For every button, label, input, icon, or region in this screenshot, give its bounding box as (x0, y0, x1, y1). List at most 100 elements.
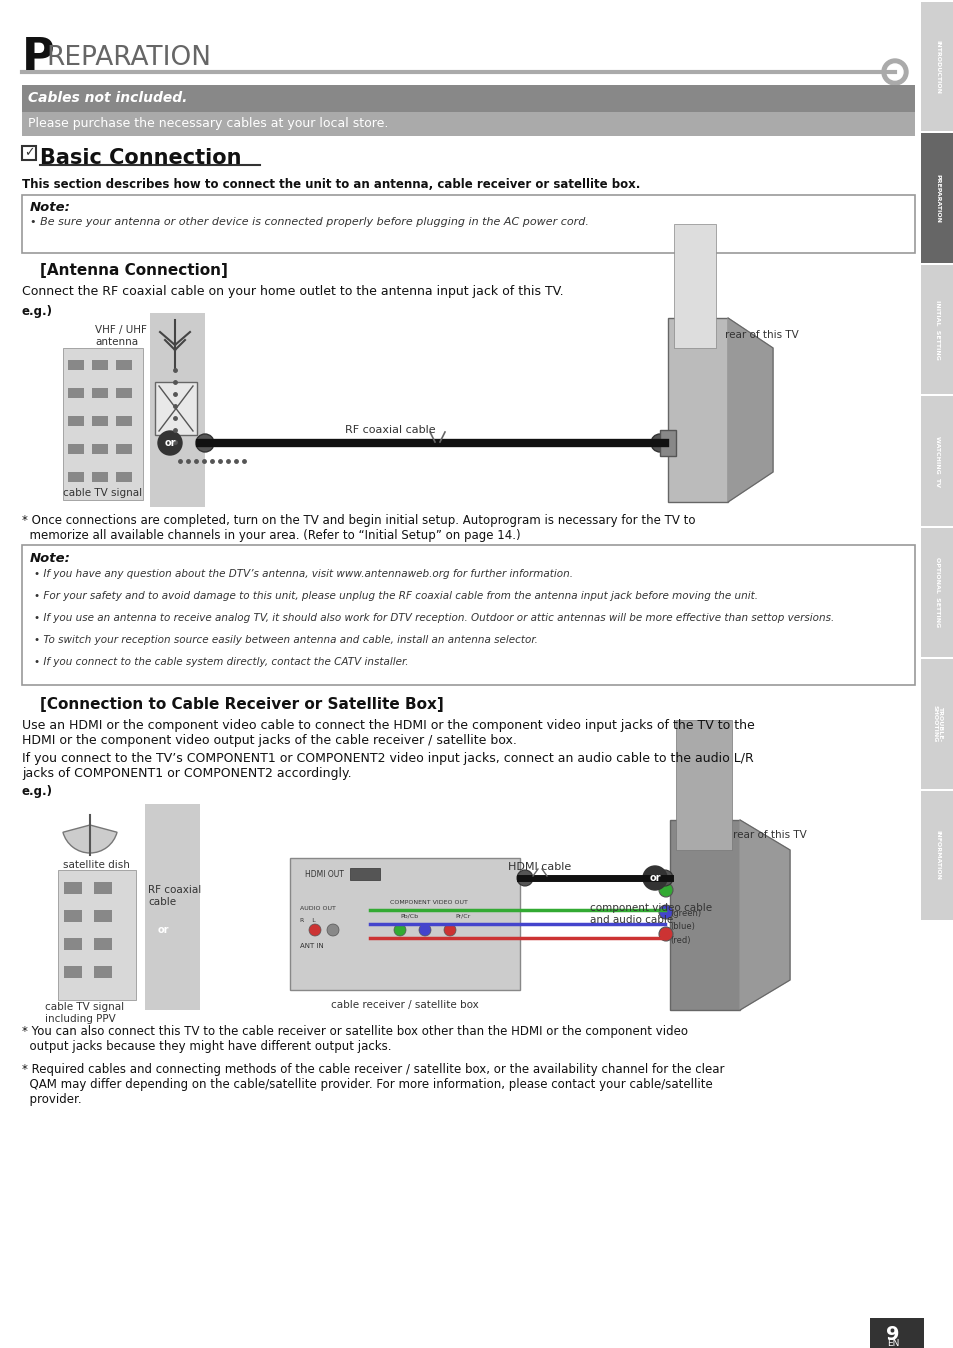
Circle shape (443, 923, 456, 936)
Text: RF coaxial cable: RF coaxial cable (344, 425, 435, 435)
Bar (91, 443, 108, 454)
Bar (669, 820, 740, 1010)
Text: Use an HDMI or the component video cable to connect the HDMI or the component vi: Use an HDMI or the component video cable… (22, 718, 754, 732)
Text: * Required cables and connecting methods of the cable receiver / satellite box, : * Required cables and connecting methods… (22, 1064, 723, 1076)
Text: EN: EN (886, 1339, 899, 1348)
Text: satellite dish: satellite dish (63, 860, 130, 869)
Bar (116, 443, 132, 454)
Bar (920, 790, 953, 919)
Text: • If you have any question about the DTV’s antenna, visit www.antennaweb.org for: • If you have any question about the DTV… (34, 569, 573, 580)
Text: R    L: R L (299, 918, 315, 923)
Bar (91, 360, 108, 369)
Bar (64, 910, 82, 922)
Bar (94, 938, 112, 950)
Text: cable receiver / satellite box: cable receiver / satellite box (331, 1000, 478, 1010)
Text: Cables not included.: Cables not included. (28, 92, 187, 105)
Text: Note:: Note: (30, 201, 71, 214)
Text: • Be sure your antenna or other device is connected properly before plugging in : • Be sure your antenna or other device i… (30, 217, 588, 226)
Text: AUDIO OUT: AUDIO OUT (299, 906, 335, 911)
Bar (64, 882, 82, 894)
Circle shape (418, 923, 431, 936)
Text: 9: 9 (885, 1325, 899, 1344)
Bar (22, 195, 914, 253)
Text: Connect the RF coaxial cable on your home outlet to the antenna input jack of th: Connect the RF coaxial cable on your hom… (22, 284, 563, 298)
Text: RF coaxial
cable: RF coaxial cable (148, 886, 201, 907)
Text: (green): (green) (669, 909, 700, 918)
Text: ANT IN: ANT IN (299, 944, 323, 949)
Bar (920, 396, 953, 526)
Text: [Connection to Cable Receiver or Satellite Box]: [Connection to Cable Receiver or Satelli… (40, 697, 443, 712)
Bar (22, 545, 914, 685)
Text: P: P (22, 36, 54, 80)
Text: output jacks because they might have different output jacks.: output jacks because they might have dif… (22, 1041, 391, 1053)
Bar (920, 526, 953, 527)
Bar (150, 313, 205, 507)
Circle shape (882, 59, 907, 85)
Bar (116, 360, 132, 369)
Bar (68, 388, 84, 398)
Text: or: or (157, 925, 169, 936)
Bar (676, 720, 731, 851)
Circle shape (151, 918, 174, 942)
Text: This section describes how to connect the unit to an antenna, cable receiver or : This section describes how to connect th… (22, 178, 639, 191)
Bar (920, 527, 953, 656)
Bar (116, 388, 132, 398)
Text: rear of this TV: rear of this TV (724, 330, 798, 340)
Bar (68, 360, 84, 369)
Bar (91, 472, 108, 483)
Text: HDMI or the component video output jacks of the cable receiver / satellite box.: HDMI or the component video output jacks… (22, 735, 517, 747)
Text: PREPARATION: PREPARATION (934, 174, 939, 222)
Circle shape (394, 923, 406, 936)
Text: Note:: Note: (30, 551, 71, 565)
Bar (68, 417, 84, 426)
Text: (blue): (blue) (669, 922, 694, 931)
Circle shape (659, 927, 672, 941)
Circle shape (657, 869, 672, 886)
Bar (290, 857, 519, 989)
Polygon shape (740, 820, 789, 1010)
Bar (94, 910, 112, 922)
Text: Please purchase the necessary cables at your local store.: Please purchase the necessary cables at … (28, 117, 388, 131)
Bar (673, 224, 716, 348)
Bar (91, 388, 108, 398)
Text: cable TV signal: cable TV signal (63, 488, 142, 497)
Bar (920, 1, 953, 131)
Bar (58, 869, 136, 1000)
Text: cable TV signal
including PPV: cable TV signal including PPV (45, 1002, 124, 1023)
Bar (350, 868, 379, 880)
Bar (22, 146, 36, 160)
Text: QAM may differ depending on the cable/satellite provider. For more information, : QAM may differ depending on the cable/sa… (22, 1078, 712, 1091)
Circle shape (886, 63, 902, 80)
Text: OPTIONAL  SETTING: OPTIONAL SETTING (934, 557, 939, 628)
Text: jacks of COMPONENT1 or COMPONENT2 accordingly.: jacks of COMPONENT1 or COMPONENT2 accord… (22, 767, 352, 780)
Text: Pb/Cb: Pb/Cb (399, 913, 417, 918)
Text: • If you use an antenna to receive analog TV, it should also work for DTV recept: • If you use an antenna to receive analo… (34, 613, 833, 623)
Bar (68, 472, 84, 483)
Text: or: or (164, 438, 175, 448)
Text: e.g.): e.g.) (22, 305, 53, 318)
Circle shape (195, 434, 213, 452)
Text: [Antenna Connection]: [Antenna Connection] (40, 263, 228, 278)
Circle shape (659, 905, 672, 919)
Bar (920, 133, 953, 263)
Bar (91, 417, 108, 426)
Text: memorize all available channels in your area. (Refer to “Initial Setup” on page : memorize all available channels in your … (22, 528, 520, 542)
Circle shape (158, 431, 182, 456)
Bar (667, 318, 727, 501)
Text: If you connect to the TV’s COMPONENT1 or COMPONENT2 video input jacks, connect a: If you connect to the TV’s COMPONENT1 or… (22, 752, 753, 766)
Text: WATCHING  TV: WATCHING TV (934, 435, 939, 487)
Bar (869, 1318, 923, 1348)
Bar (94, 967, 112, 979)
Circle shape (327, 923, 338, 936)
Circle shape (309, 923, 320, 936)
Bar (68, 443, 84, 454)
Bar (63, 348, 143, 500)
Text: (red): (red) (669, 937, 690, 945)
Bar (116, 417, 132, 426)
Bar (154, 381, 196, 435)
Bar (659, 430, 676, 456)
Text: INFORMATION: INFORMATION (934, 830, 939, 880)
Bar (920, 263, 953, 264)
Bar (920, 656, 953, 659)
Bar (64, 938, 82, 950)
